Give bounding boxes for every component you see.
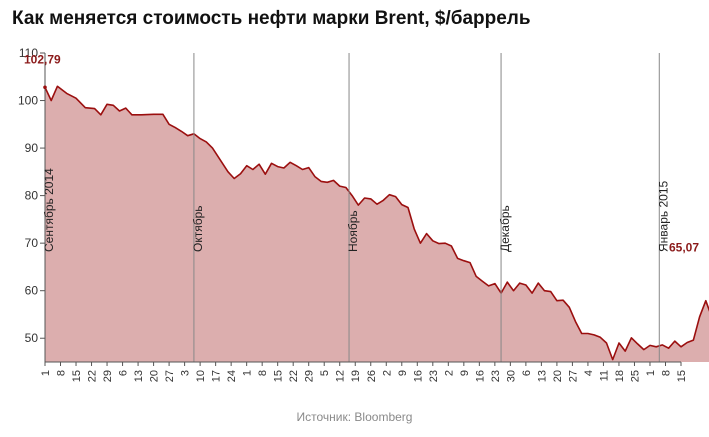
series-line bbox=[44, 85, 709, 361]
x-tick-label: 1 bbox=[645, 370, 657, 376]
y-tick-label: 80 bbox=[25, 189, 39, 203]
x-tick-label: 30 bbox=[505, 370, 517, 382]
x-tick-label: 23 bbox=[428, 370, 440, 382]
x-tick-label: 2 bbox=[443, 370, 455, 376]
x-tick-label: 15 bbox=[273, 370, 285, 382]
series-area bbox=[45, 86, 709, 362]
x-tick-label: 1 bbox=[242, 370, 254, 376]
y-tick-label: 100 bbox=[18, 94, 38, 108]
x-tick-label: 20 bbox=[552, 370, 564, 382]
month-label: Сентябрь 2014 bbox=[42, 168, 56, 252]
month-label: Октябрь bbox=[191, 205, 205, 252]
month-label: Январь 2015 bbox=[656, 181, 670, 252]
x-tick-label: 8 bbox=[660, 370, 672, 376]
x-tick-label: 26 bbox=[366, 370, 378, 382]
x-tick-label: 5 bbox=[319, 370, 331, 376]
plot-area bbox=[44, 85, 709, 362]
x-tick-label: 13 bbox=[536, 370, 548, 382]
end-value-label: 65,07 bbox=[669, 241, 699, 255]
x-tick-label: 6 bbox=[118, 370, 130, 376]
x-tick-label: 1 bbox=[40, 370, 52, 376]
month-label: Ноябрь bbox=[346, 210, 360, 252]
month-label: Декабрь bbox=[498, 205, 512, 252]
chart-title: Как меняется стоимость нефти марки Brent… bbox=[12, 8, 531, 29]
x-tick-label: 9 bbox=[459, 370, 471, 376]
y-tick-label: 50 bbox=[25, 331, 39, 345]
x-tick-label: 4 bbox=[583, 370, 595, 376]
x-tick-label: 29 bbox=[102, 370, 114, 382]
x-tick-label: 12 bbox=[335, 370, 347, 382]
start-value-label: 102,79 bbox=[24, 52, 61, 66]
x-tick-label: 27 bbox=[164, 370, 176, 382]
x-tick-label: 2 bbox=[381, 370, 393, 376]
x-tick-label: 16 bbox=[412, 370, 424, 382]
x-tick-label: 24 bbox=[226, 370, 238, 382]
x-tick-label: 22 bbox=[288, 370, 300, 382]
x-tick-label: 20 bbox=[149, 370, 161, 382]
y-tick-label: 110 bbox=[19, 46, 38, 60]
x-tick-label: 27 bbox=[567, 370, 579, 382]
x-tick-label: 16 bbox=[474, 370, 486, 382]
x-tick-label: 17 bbox=[211, 370, 223, 382]
x-tick-label: 25 bbox=[629, 370, 641, 382]
x-tick-label: 15 bbox=[71, 370, 83, 382]
x-tick-label: 18 bbox=[614, 370, 626, 382]
x-tick-label: 29 bbox=[304, 370, 316, 382]
x-tick-label: 8 bbox=[56, 370, 68, 376]
x-tick-label: 15 bbox=[676, 370, 688, 382]
month-dividers bbox=[193, 53, 660, 362]
x-tick-label: 8 bbox=[257, 370, 269, 376]
x-tick-label: 13 bbox=[133, 370, 145, 382]
x-tick-label: 10 bbox=[195, 370, 207, 382]
x-tick-label: 23 bbox=[490, 370, 502, 382]
source-note: Источник: Bloomberg bbox=[296, 410, 413, 424]
labels: Сентябрь 2014 Октябрь Ноябрь Декабрь Январь … bbox=[24, 52, 699, 255]
x-tick-label: 11 bbox=[598, 370, 610, 381]
y-tick-label: 70 bbox=[25, 236, 39, 250]
x-tick-label: 22 bbox=[87, 370, 99, 382]
x-tick-label: 19 bbox=[350, 370, 362, 382]
x-tick-label: 6 bbox=[521, 370, 533, 376]
y-tick-label: 60 bbox=[25, 284, 39, 298]
start-point bbox=[43, 85, 47, 90]
x-tick-label: 9 bbox=[397, 370, 409, 376]
y-tick-label: 90 bbox=[25, 141, 39, 155]
x-tick-label: 3 bbox=[180, 370, 192, 376]
